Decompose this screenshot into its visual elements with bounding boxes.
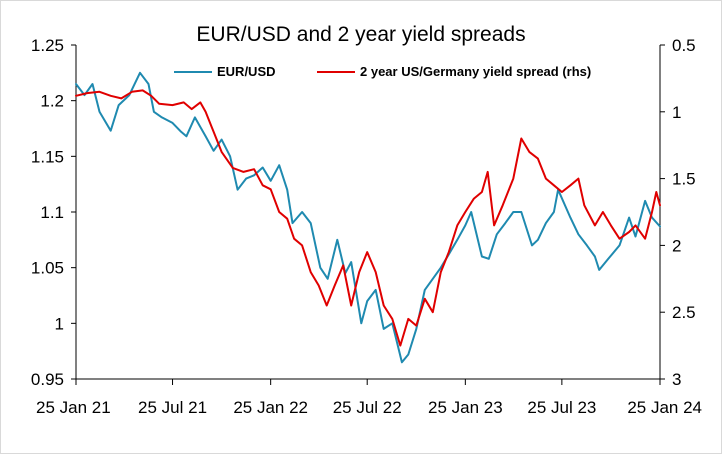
right-axis-ticks: 0.5 1 1.5 2 2.5 3 <box>660 36 696 389</box>
right-axis-tick-label: 2 <box>672 236 681 255</box>
left-axis-tick-label: 1.25 <box>31 36 64 55</box>
left-axis-tick-label: 1.1 <box>40 203 64 222</box>
legend-label-yield-spread: 2 year US/Germany yield spread (rhs) <box>360 64 591 79</box>
left-axis-tick-label: 1.15 <box>31 147 64 166</box>
x-axis-tick-label: 25 Jul 22 <box>333 398 402 417</box>
left-axis-ticks: 0.95 1 1.05 1.1 1.15 1.2 1.25 <box>31 36 76 389</box>
right-axis-tick-label: 1 <box>672 103 681 122</box>
x-axis-ticks: 25 Jan 21 25 Jul 21 25 Jan 22 25 Jul 22 25 J… <box>36 379 702 417</box>
right-axis-tick-label: 0.5 <box>672 36 696 55</box>
x-axis-tick-label: 25 Jan 23 <box>428 398 503 417</box>
right-axis-tick-label: 3 <box>672 370 681 389</box>
chart-title: EUR/USD and 2 year yield spreads <box>196 23 525 46</box>
series-layer <box>75 71 661 364</box>
left-axis-tick-label: 1.05 <box>31 259 64 278</box>
left-axis-tick-label: 1.2 <box>40 92 64 111</box>
x-axis-tick-label: 25 Jul 23 <box>527 398 596 417</box>
left-axis-tick-label: 1 <box>55 314 64 333</box>
legend: EUR/USD 2 year US/Germany yield spread (… <box>174 64 591 79</box>
x-axis-tick-label: 25 Jan 22 <box>233 398 308 417</box>
x-axis-tick-label: 25 Jul 21 <box>138 398 207 417</box>
series-line-yield-spread <box>75 89 661 347</box>
x-axis-tick-label: 25 Jan 21 <box>36 398 111 417</box>
right-axis-tick-label: 2.5 <box>672 303 696 322</box>
series-line-eurusd <box>75 71 661 364</box>
right-axis-tick-label: 1.5 <box>672 170 696 189</box>
left-axis-tick-label: 0.95 <box>31 370 64 389</box>
legend-label-eurusd: EUR/USD <box>217 64 276 79</box>
x-axis-tick-label: 25 Jan 24 <box>627 398 702 417</box>
